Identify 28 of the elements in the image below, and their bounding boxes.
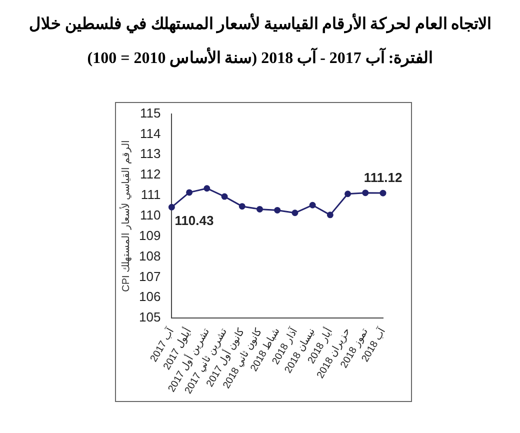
y-tick-label: 106 [138, 289, 161, 304]
y-axis-title: CPI الرقم القياسي لأسعار المستهلك [120, 140, 132, 292]
chart-title: الاتجاه العام لحركة الأرقام القياسية لأسعار المستهلك في فلسطين خلال الفترة: آب 2017 - آب 2018 (سنة الأساس 2010 = 100) [28, 12, 492, 70]
point [380, 190, 386, 196]
point [309, 202, 316, 208]
y-tick-label: 107 [138, 268, 161, 284]
point [326, 212, 334, 218]
y-tick-label: 108 [138, 248, 161, 264]
point [256, 206, 263, 212]
y-tick-label: 113 [140, 146, 161, 162]
y-tick-label: 109 [138, 228, 161, 243]
point [344, 190, 352, 198]
y-tick-label: 112 [140, 166, 161, 182]
point [274, 206, 281, 214]
data-label: 111.12 [364, 170, 402, 186]
point [186, 189, 193, 196]
y-tick-label: 110 [140, 208, 161, 223]
point [168, 204, 175, 210]
y-tick-label: 105 [138, 310, 161, 325]
point [292, 210, 298, 216]
data-label: 110.43 [174, 213, 214, 228]
y-tick-label: 111 [140, 187, 161, 202]
point [221, 193, 228, 200]
point [362, 190, 369, 196]
point [204, 185, 210, 192]
y-tick-label: 115 [140, 105, 161, 120]
y-tick-label: 114 [140, 126, 161, 141]
point [238, 203, 246, 210]
